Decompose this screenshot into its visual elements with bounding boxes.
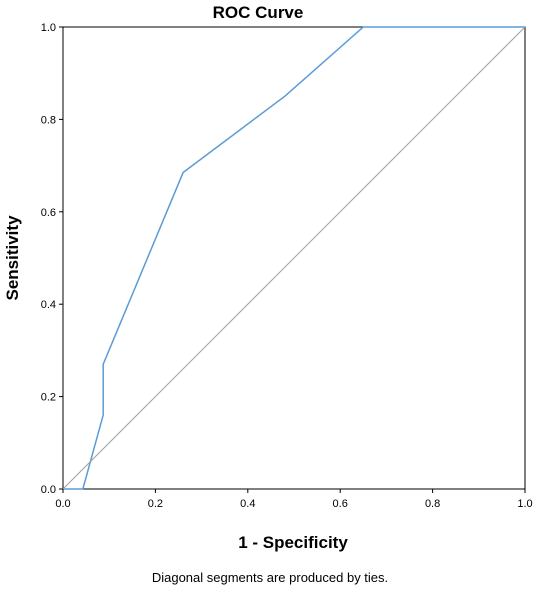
y-axis-ticks: 0.0 0.2 0.4 0.6 0.8 1.0 (41, 22, 63, 496)
y-tick-label: 0.6 (41, 207, 56, 219)
x-axis-ticks: 0.0 0.2 0.4 0.6 0.8 1.0 (55, 489, 533, 510)
x-tick-label: 1.0 (517, 498, 532, 510)
y-tick-label: 0.8 (41, 114, 56, 126)
series-layer (62, 26, 526, 490)
roc-curve-line (63, 26, 525, 490)
y-axis-label: Sensitivity (3, 215, 22, 301)
x-axis-label: 1 - Specificity (238, 533, 348, 552)
plot-frame (62, 26, 526, 490)
y-tick-label: 0.2 (41, 392, 56, 404)
x-tick-label: 0.8 (425, 498, 440, 510)
reference-diagonal-line (62, 26, 526, 490)
y-tick-label: 0.0 (41, 484, 56, 496)
y-tick-label: 0.4 (41, 299, 56, 311)
y-tick-label: 1.0 (41, 22, 56, 34)
chart-title: ROC Curve (213, 3, 304, 22)
x-tick-label: 0.6 (333, 498, 348, 510)
x-tick-label: 0.2 (148, 498, 163, 510)
chart-footnote: Diagonal segments are produced by ties. (152, 570, 388, 585)
x-tick-label: 0.4 (240, 498, 255, 510)
x-tick-label: 0.0 (55, 498, 70, 510)
